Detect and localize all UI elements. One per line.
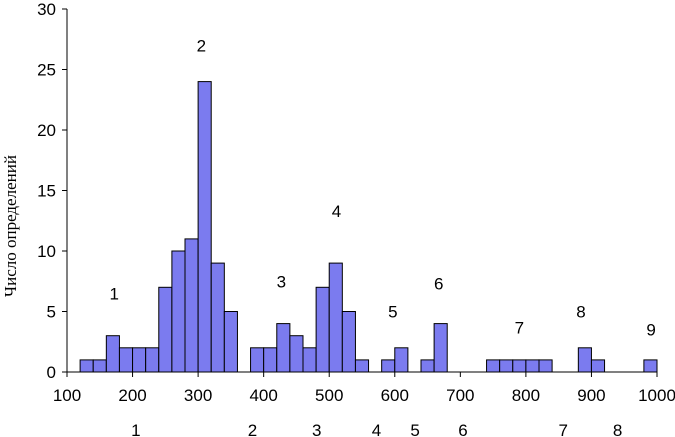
x-tick-label-700: 700 [446,386,474,405]
bar-530 [341,311,356,373]
x-tick-label-900: 900 [577,386,605,405]
y-tick-label-0: 0 [47,363,56,382]
bar-650 [420,359,435,373]
peak-label-5: 5 [388,303,397,322]
lower-label-5: 5 [410,421,419,437]
bar-990 [643,359,658,373]
bar-150 [92,359,107,373]
bar-210 [132,347,147,373]
bar-770 [499,359,514,373]
bar-390 [250,347,265,373]
bar-510 [328,262,343,373]
bar-290 [184,238,199,373]
lower-label-4: 4 [372,421,381,437]
x-tick-label-800: 800 [512,386,540,405]
bar-610 [394,347,409,373]
bar-670 [433,323,448,373]
lower-label-2: 2 [248,421,257,437]
bar-130 [79,359,94,373]
bar-910 [590,359,606,373]
bar-470 [302,347,317,373]
bar-590 [381,359,396,373]
peak-label-7: 7 [515,318,524,337]
peak-label-6: 6 [434,275,443,294]
x-tick-label-1000: 1000 [638,386,675,405]
peak-label-2: 2 [197,36,206,55]
bar-250 [158,286,173,373]
bar-410 [263,347,278,373]
y-tick-label-20: 20 [37,121,56,140]
peak-label-8: 8 [576,303,585,322]
y-tick-label-15: 15 [37,182,56,201]
y-axis-label: Число определений [1,155,20,297]
x-tick-label-500: 500 [315,386,343,405]
peak-label-3: 3 [277,272,286,291]
bar-490 [315,286,330,373]
x-tick-label-300: 300 [184,386,212,405]
x-tick-label-100: 100 [53,386,81,405]
bar-350 [223,311,238,373]
bar-430 [276,323,291,373]
x-tick-label-600: 600 [381,386,409,405]
lower-label-6: 6 [458,421,467,437]
bar-170 [105,335,120,373]
peak-label-4: 4 [332,202,341,221]
peak-label-1: 1 [109,284,118,303]
bar-270 [171,250,186,373]
y-tick-label-30: 30 [37,0,56,19]
lower-label-1: 1 [131,421,140,437]
bar-190 [118,347,134,373]
bar-330 [210,262,225,373]
bar-450 [289,335,304,373]
lower-label-7: 7 [559,421,568,437]
lower-label-3: 3 [312,421,321,437]
y-tick-label-5: 5 [47,303,56,322]
bar-550 [354,359,370,373]
bar-790 [512,359,527,373]
x-tick-label-200: 200 [118,386,146,405]
lower-label-8: 8 [613,421,622,437]
bars-group [79,81,658,373]
peak-label-9: 9 [646,321,655,340]
bar-810 [525,359,540,373]
bar-830 [538,359,553,373]
labels-group: 1 2 3 4 5 6 7 8 9 1 2 3 4 5 6 7 8 [109,36,655,437]
bar-310 [197,81,212,373]
y-tick-label-25: 25 [37,61,56,80]
bar-750 [486,359,501,373]
y-tick-label-10: 10 [37,242,56,261]
bar-890 [577,347,592,373]
x-tick-label-400: 400 [249,386,277,405]
bar-230 [145,347,160,373]
